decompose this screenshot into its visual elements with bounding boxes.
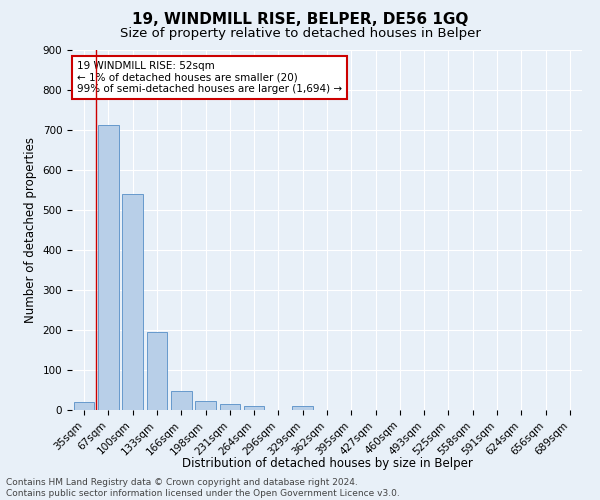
Bar bbox=[244, 406, 265, 410]
Bar bbox=[98, 125, 119, 410]
Text: Size of property relative to detached houses in Belper: Size of property relative to detached ho… bbox=[119, 28, 481, 40]
Text: 19, WINDMILL RISE, BELPER, DE56 1GQ: 19, WINDMILL RISE, BELPER, DE56 1GQ bbox=[132, 12, 468, 28]
Y-axis label: Number of detached properties: Number of detached properties bbox=[24, 137, 37, 323]
Bar bbox=[74, 402, 94, 410]
Bar bbox=[146, 332, 167, 410]
Bar bbox=[122, 194, 143, 410]
Bar bbox=[292, 406, 313, 410]
Bar bbox=[195, 401, 216, 410]
Text: 19 WINDMILL RISE: 52sqm
← 1% of detached houses are smaller (20)
99% of semi-det: 19 WINDMILL RISE: 52sqm ← 1% of detached… bbox=[77, 61, 342, 94]
Bar bbox=[171, 391, 191, 410]
Text: Distribution of detached houses by size in Belper: Distribution of detached houses by size … bbox=[182, 458, 472, 470]
Bar bbox=[220, 404, 240, 410]
Text: Contains HM Land Registry data © Crown copyright and database right 2024.
Contai: Contains HM Land Registry data © Crown c… bbox=[6, 478, 400, 498]
